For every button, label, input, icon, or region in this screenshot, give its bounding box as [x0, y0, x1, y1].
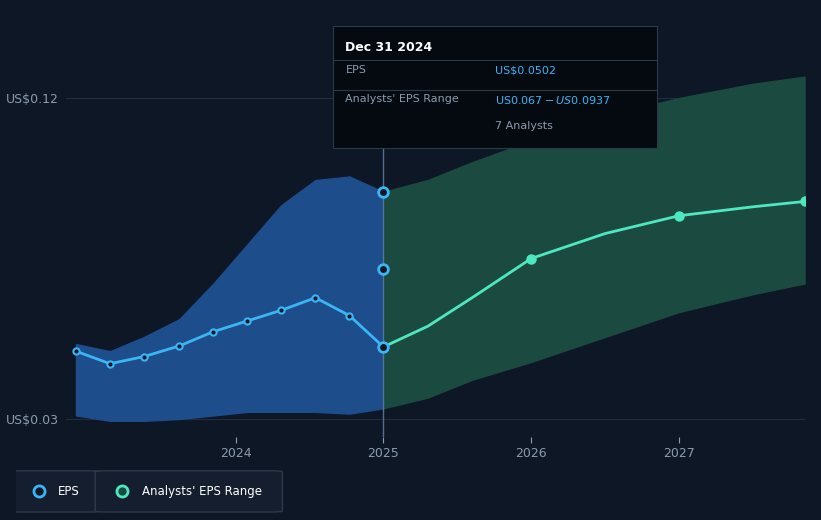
Text: EPS: EPS — [58, 485, 80, 498]
Text: Actual: Actual — [334, 70, 376, 83]
Text: Analysts Forecasts: Analysts Forecasts — [391, 70, 501, 83]
Text: US$0.067 - US$0.0937: US$0.067 - US$0.0937 — [495, 95, 611, 107]
Text: Analysts' EPS Range: Analysts' EPS Range — [346, 95, 459, 105]
Text: EPS: EPS — [346, 65, 366, 75]
Text: US$0.0502: US$0.0502 — [495, 65, 556, 75]
FancyBboxPatch shape — [11, 471, 100, 512]
Text: 7 Analysts: 7 Analysts — [495, 121, 553, 132]
Text: Dec 31 2024: Dec 31 2024 — [346, 41, 433, 54]
Text: Analysts' EPS Range: Analysts' EPS Range — [142, 485, 262, 498]
FancyBboxPatch shape — [95, 471, 282, 512]
